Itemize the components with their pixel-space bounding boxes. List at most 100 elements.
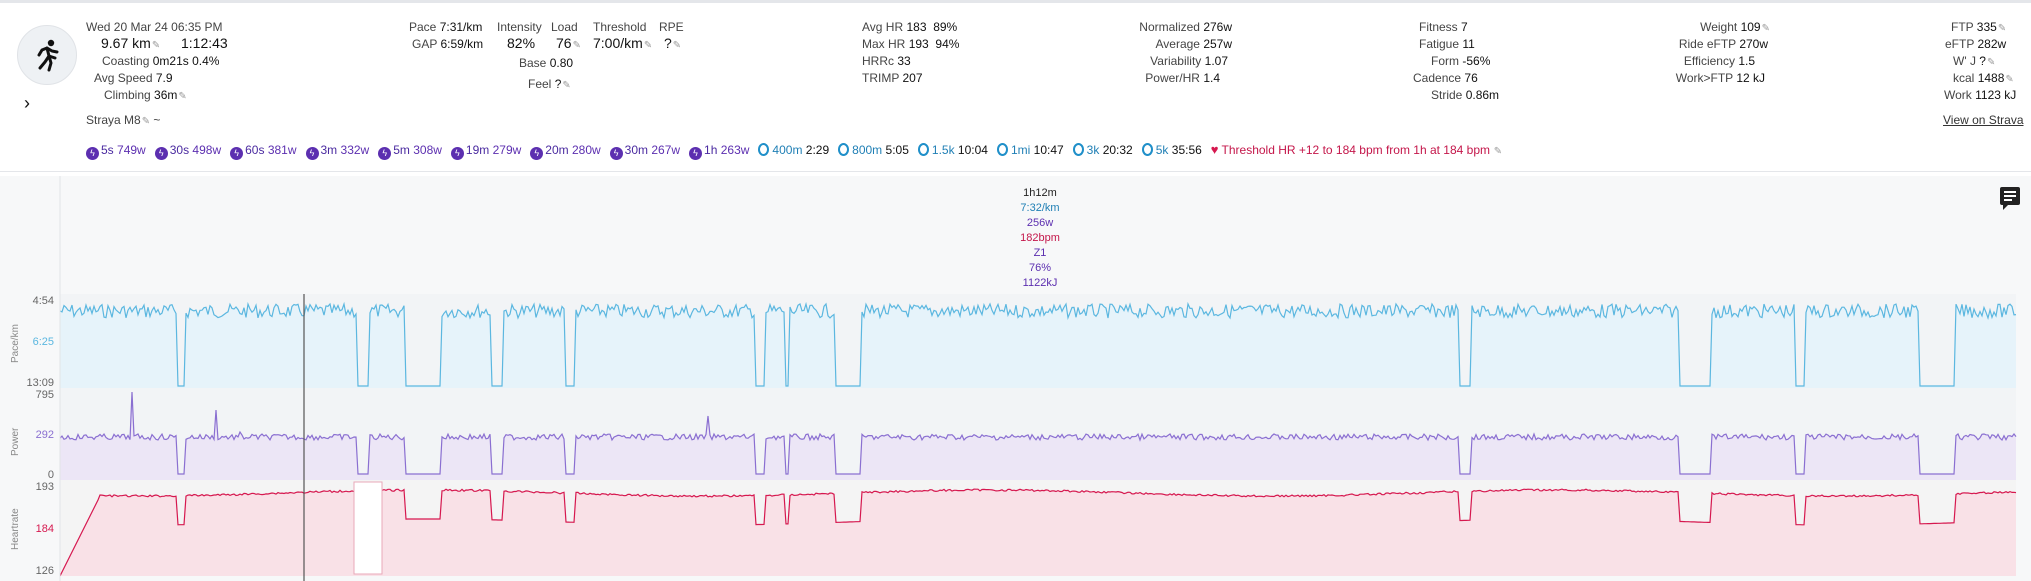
series-area-1: [60, 392, 2016, 480]
edit-pencil-icon[interactable]: ✎: [643, 40, 653, 51]
best-effort-800m[interactable]: 800m 5:05: [838, 143, 909, 157]
heart-icon: ♥: [1210, 142, 1219, 157]
wprime-stat[interactable]: W' J ?✎: [1953, 54, 1996, 68]
hover-time: 1h12m: [1023, 187, 1057, 199]
weight-stat[interactable]: Weight 109✎: [1700, 20, 1770, 34]
power-peak-5s[interactable]: ϟ 5s 749w: [86, 143, 146, 160]
gap-stat: GAP 6:59/km: [412, 37, 484, 51]
y-tick-label: 184: [36, 523, 54, 535]
edit-pencil-icon[interactable]: ✎: [562, 80, 571, 91]
power-hr-stat: Power/HR 1.4: [1145, 71, 1220, 85]
stopwatch-icon: [996, 143, 1008, 156]
max-hr-stat: Max HR 193 94%: [862, 37, 960, 51]
best-effort-1mi[interactable]: 1mi 10:47: [996, 143, 1064, 157]
hover-area[interactable]: [60, 176, 2016, 294]
feel-stat[interactable]: Feel ?✎: [528, 77, 571, 91]
hover-pace: 7:32/km: [1020, 202, 1060, 214]
form-stat: Form -56%: [1431, 54, 1491, 68]
best-effort-5k[interactable]: 5k 35:56: [1141, 143, 1202, 157]
avg-hr-stat: Avg HR 183 89%: [862, 20, 958, 34]
activity-charts[interactable]: 4:54 6:25 13:09 Pace/km 795 292 0 Power 193 184 12…: [0, 176, 2031, 581]
series-area-2: [60, 489, 2016, 576]
power-peak-30m[interactable]: ϟ 30m 267w: [609, 143, 680, 160]
y-tick-label: 126: [36, 565, 54, 577]
shoe-gear[interactable]: Straya M8✎ ~: [86, 113, 161, 127]
bolt-icon: ϟ: [609, 147, 623, 160]
bolt-icon: ϟ: [378, 147, 392, 160]
y-tick-label: 795: [36, 389, 54, 401]
edit-pencil-icon[interactable]: ✎: [672, 40, 682, 51]
power-peak-5m[interactable]: ϟ 5m 308w: [378, 143, 442, 160]
bolt-icon: ϟ: [530, 147, 544, 160]
bolt-icon: ϟ: [230, 147, 244, 160]
y-axis-label: Pace/km: [10, 324, 21, 363]
y-axis-label: Heartrate: [10, 508, 21, 550]
best-effort-1.5k[interactable]: 1.5k 10:04: [917, 143, 988, 157]
pace-stat: Pace 7:31/km: [409, 20, 483, 34]
edit-pencil-icon[interactable]: ✎: [178, 91, 187, 102]
hover-power: 256w: [1026, 217, 1054, 229]
efficiency-stat: Efficiency 1.5: [1683, 54, 1755, 68]
power-peak-20m[interactable]: ϟ 20m 280w: [530, 143, 601, 160]
expand-chevron-icon[interactable]: ›: [24, 93, 30, 113]
series-area-0: [60, 304, 2016, 388]
distance-value[interactable]: 9.67 km✎: [101, 35, 161, 51]
kcal-stat[interactable]: kcal 1488✎: [1953, 71, 2014, 85]
edit-pencil-icon[interactable]: ✎: [151, 40, 161, 51]
run-activity-icon: [17, 25, 77, 85]
edit-pencil-icon[interactable]: ✎: [1986, 57, 1996, 68]
base-stat: Base 0.80: [519, 56, 574, 70]
edit-pencil-icon[interactable]: ✎: [572, 40, 581, 51]
series-line-0: [59, 301, 2017, 387]
bolt-icon: ϟ: [86, 147, 99, 160]
y-axis-label: Power: [10, 427, 21, 456]
stopwatch-icon: [917, 143, 929, 156]
rpe-value[interactable]: ?✎: [664, 35, 682, 51]
threshold-hr-note[interactable]: ♥ Threshold HR +12 to 184 bpm from 1h at …: [1210, 142, 1503, 157]
power-peak-60s[interactable]: ϟ 60s 381w: [230, 143, 297, 160]
trimp-stat: TRIMP 207: [862, 71, 923, 85]
cadence-stat: Cadence 76: [1413, 71, 1478, 85]
fatigue-stat: Fatigue 11: [1419, 37, 1475, 51]
duration-value: 1:12:43: [181, 35, 228, 51]
work-stat: Work 1123 kJ: [1944, 88, 2017, 102]
fitness-stat: Fitness 7: [1419, 20, 1468, 34]
stopwatch-icon: [1072, 143, 1084, 156]
edit-pencil-icon[interactable]: ✎: [141, 116, 151, 127]
power-peak-3m[interactable]: ϟ 3m 332w: [305, 143, 369, 160]
activity-datetime: Wed 20 Mar 24 06:35 PM: [86, 20, 223, 34]
coasting-stat: Coasting 0m21s 0.4%: [102, 54, 220, 68]
chart-canvas[interactable]: 4:54 6:25 13:09 Pace/km 795 292 0 Power 193 184 12…: [0, 176, 2031, 581]
edit-pencil-icon[interactable]: ✎: [1491, 146, 1503, 157]
stopwatch-icon: [1141, 143, 1153, 156]
activity-header: › Wed 20 Mar 24 06:35 PM 9.67 km✎ 1:12:4…: [0, 0, 2031, 172]
view-on-strava-link[interactable]: View on Strava: [1943, 113, 2024, 127]
intensity-label: Intensity: [497, 20, 542, 34]
bolt-icon: ϟ: [305, 147, 319, 160]
comment-icon[interactable]: [2000, 187, 2020, 210]
load-value[interactable]: 76✎: [556, 35, 581, 51]
y-tick-label: 0: [48, 469, 54, 481]
edit-pencil-icon[interactable]: ✎: [1761, 23, 1770, 34]
edit-pencil-icon[interactable]: ✎: [2005, 74, 2014, 85]
edit-pencil-icon[interactable]: ✎: [1997, 23, 2007, 34]
bolt-icon: ϟ: [450, 147, 464, 160]
hover-tooltip: 1h12m 7:32/km 256w 182bpm Z1 76% 1122kJ: [1000, 186, 1080, 291]
hover-zone: Z1: [1033, 247, 1047, 259]
power-peak-30s[interactable]: ϟ 30s 498w: [154, 143, 221, 160]
selection-box[interactable]: [353, 481, 383, 575]
ftp-stat[interactable]: FTP 335✎: [1951, 20, 2007, 34]
best-effort-3k[interactable]: 3k 20:32: [1072, 143, 1133, 157]
y-tick-label: 6:25: [33, 336, 54, 348]
series-line-2: [59, 488, 2017, 577]
hover-pct: 76%: [1028, 262, 1052, 274]
climbing-stat[interactable]: Climbing 36m✎: [104, 88, 187, 102]
hover-kj: 1122kJ: [1022, 277, 1058, 289]
stopwatch-icon: [838, 143, 850, 156]
best-effort-400m[interactable]: 400m 2:29: [758, 143, 829, 157]
power-peak-19m[interactable]: ϟ 19m 279w: [450, 143, 521, 160]
threshold-value[interactable]: 7:00/km✎: [593, 35, 653, 51]
normalized-stat: Normalized 276w: [1139, 20, 1232, 34]
power-peak-1h[interactable]: ϟ 1h 263w: [689, 143, 749, 160]
bolt-icon: ϟ: [689, 147, 703, 160]
